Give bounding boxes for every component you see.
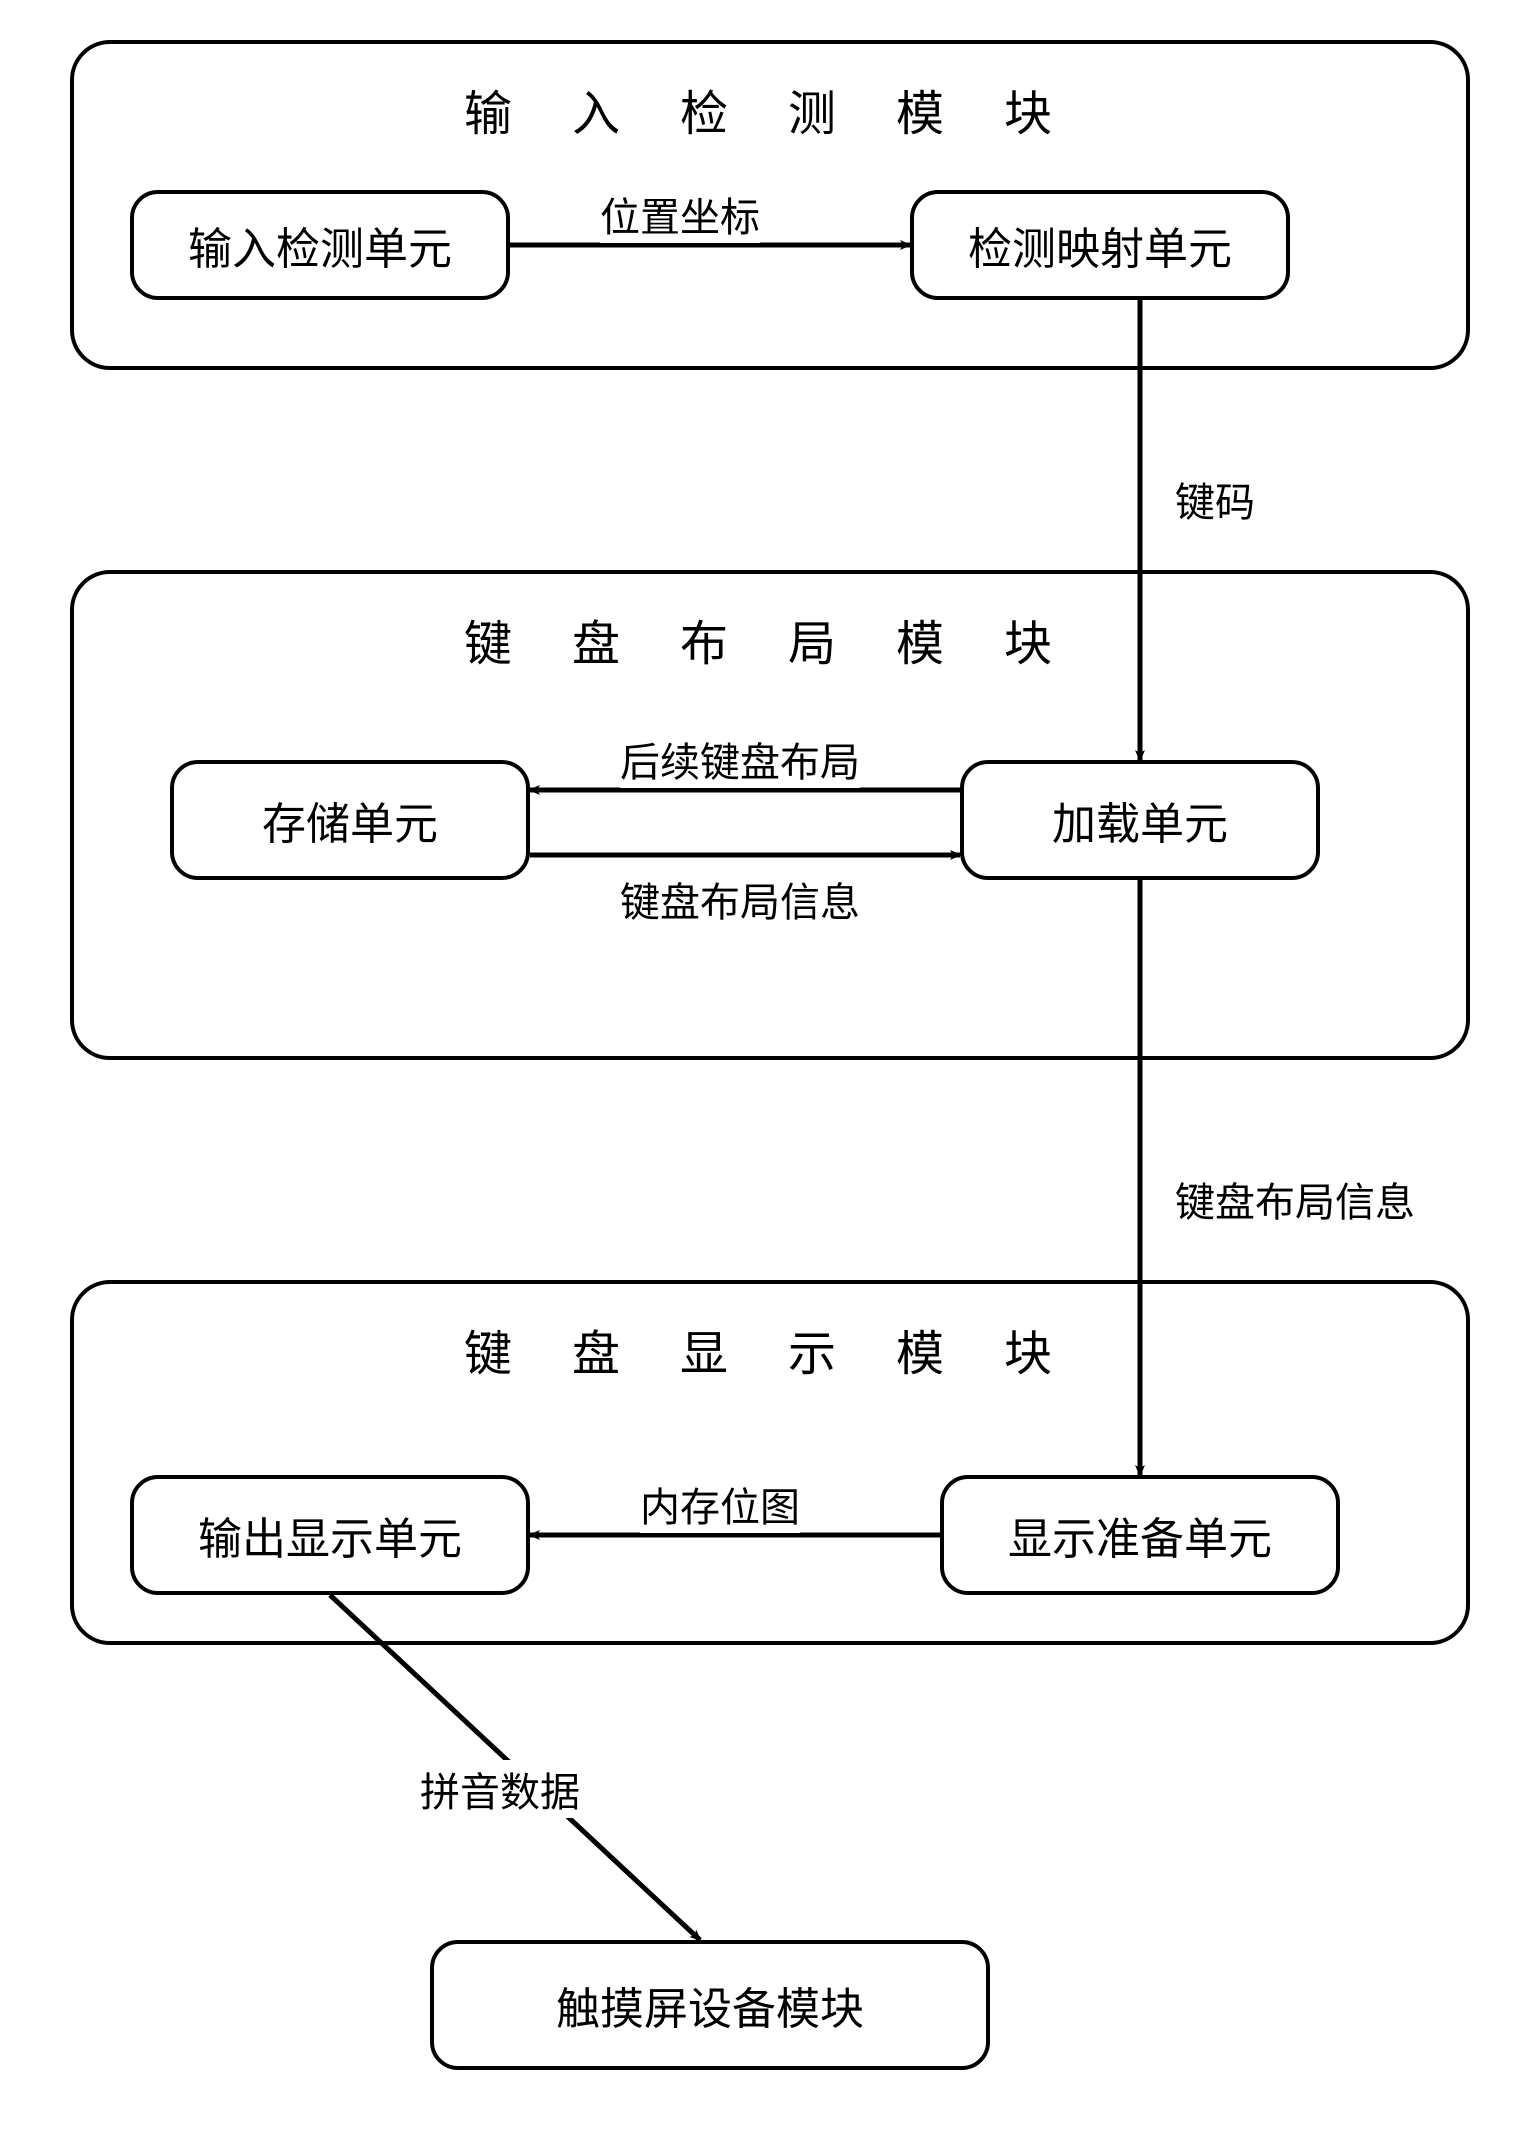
edge-label: 拼音数据 <box>420 1760 580 1818</box>
unit-storage: 存储单元 <box>170 760 530 880</box>
unit-input-detect: 输入检测单元 <box>130 190 510 300</box>
module-title: 输 入 检 测 模 块 <box>74 74 1466 144</box>
edge-label: 位置坐标 <box>600 185 760 243</box>
edge-label: 键盘布局信息 <box>1175 1170 1415 1228</box>
unit-touchscreen: 触摸屏设备模块 <box>430 1940 990 2070</box>
diagram-canvas: 输 入 检 测 模 块 键 盘 布 局 模 块 键 盘 显 示 模 块 输入检测… <box>0 0 1534 2142</box>
edge-label: 键盘布局信息 <box>620 870 860 928</box>
unit-load: 加载单元 <box>960 760 1320 880</box>
edge-label: 后续键盘布局 <box>620 730 860 788</box>
unit-detect-map: 检测映射单元 <box>910 190 1290 300</box>
edge-label: 内存位图 <box>640 1475 800 1533</box>
module-title: 键 盘 显 示 模 块 <box>74 1314 1466 1384</box>
module-title: 键 盘 布 局 模 块 <box>74 604 1466 674</box>
unit-display-prep: 显示准备单元 <box>940 1475 1340 1595</box>
unit-output-display: 输出显示单元 <box>130 1475 530 1595</box>
edge-label: 键码 <box>1175 470 1255 528</box>
